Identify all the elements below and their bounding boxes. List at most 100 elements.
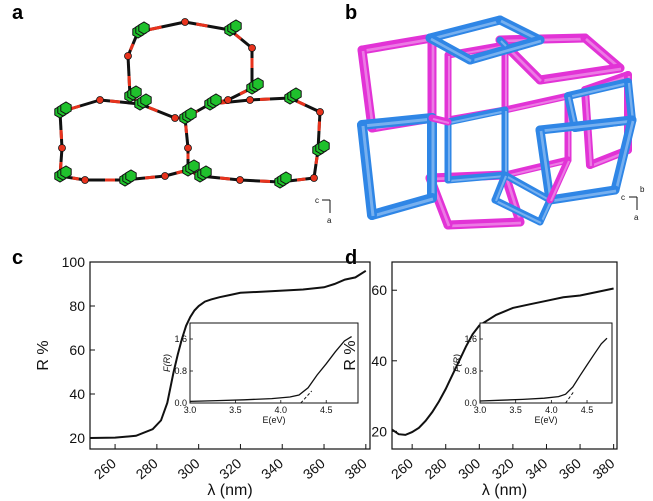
aromatic-ring-a (224, 23, 236, 37)
inset-x-tick-label: 4.5 (320, 405, 333, 415)
metal-node-a (246, 96, 254, 104)
net-edge-b (357, 33, 437, 55)
inset-y-axis-label: F(R) (452, 354, 462, 372)
net-edge-highlight-b (430, 37, 472, 63)
framework-bond-oxygen-a (176, 170, 183, 175)
metal-node-a (224, 96, 232, 104)
net-edge-highlight-b (505, 159, 570, 178)
framework-bond-oxygen-a (259, 97, 271, 101)
net-edge-highlight-b (448, 44, 507, 58)
net-edge-highlight-b (627, 82, 635, 122)
panel-letter-c: c (12, 247, 24, 269)
aromatic-ring-a (246, 81, 258, 95)
inset-y-tick-label: 0.0 (464, 398, 477, 408)
net-edge-b (491, 171, 509, 204)
aromatic-ring-a (318, 139, 330, 153)
framework-bond-oxygen-a (193, 171, 198, 176)
net-edge-highlight-b (540, 119, 634, 133)
x-tick-label: 320 (489, 455, 517, 482)
aromatic-ring-a (57, 167, 69, 181)
aromatic-ring-a (124, 89, 136, 103)
metal-node-a (248, 44, 256, 52)
net-edge-highlight-b (361, 50, 375, 130)
net-edge-b (610, 115, 637, 195)
net-edge-b (581, 86, 594, 169)
net-edge-b (536, 196, 554, 226)
framework-bond-oxygen-a (149, 25, 162, 31)
panel-letter-b: b (345, 2, 358, 24)
net-edge-b (425, 173, 453, 230)
metal-node-a (124, 52, 132, 60)
net-edge-highlight-b (550, 189, 617, 203)
inset-x-axis-label: E(eV) (534, 415, 557, 425)
net-edge-b (443, 217, 525, 230)
aromatic-ring-a (200, 165, 212, 179)
metal-node-a (236, 176, 244, 184)
inset-x-tick-label: 4.5 (581, 405, 594, 415)
plot-frame (391, 261, 618, 450)
net-edge-b (444, 171, 509, 184)
net-edge-highlight-b (585, 37, 622, 71)
net-edge-b (564, 78, 632, 100)
aromatic-ring-a (182, 109, 194, 123)
y-tick-label: 100 (62, 254, 86, 270)
net-edge-highlight-b (432, 117, 450, 125)
topology-framework-b (357, 15, 637, 230)
framework-bond-a (126, 55, 132, 97)
metal-node-a (161, 172, 169, 180)
framework-bond-oxygen-a (239, 89, 247, 96)
x-axis-label: λ (nm) (207, 482, 252, 499)
reflectance-curve (391, 287, 614, 436)
framework-bond-a (249, 96, 291, 102)
aromatic-ring-a (179, 111, 191, 125)
y-axis-label: R % (35, 340, 52, 370)
aromatic-ring-a (287, 89, 299, 103)
framework-bond-oxygen-a (59, 129, 63, 140)
net-edge-highlight-b (550, 160, 570, 202)
aromatic-ring-a (274, 175, 286, 189)
y-axis-label: R % (342, 340, 359, 370)
x-tick-label: 380 (589, 455, 617, 482)
x-tick-label: 360 (300, 455, 328, 482)
framework-bond-a (184, 102, 211, 120)
net-edge-highlight-b (372, 197, 434, 218)
aromatic-ring-a (227, 21, 239, 35)
net-edge-b (495, 35, 545, 85)
inset-frame (479, 322, 613, 404)
framework-bond-oxygen-a (314, 156, 319, 165)
aromatic-ring-a (127, 87, 139, 101)
axis-indicator-a: c a (315, 196, 332, 225)
plot-frame (89, 261, 371, 450)
axis-label-b-v: a (634, 213, 639, 222)
framework-bond-a (137, 20, 186, 34)
aromatic-ring-a (204, 97, 216, 111)
x-tick-label: 300 (455, 455, 483, 482)
net-edge-b (571, 116, 636, 132)
x-axis-label: λ (nm) (482, 482, 527, 499)
net-edge-highlight-b (584, 90, 593, 167)
aromatic-ring-a (137, 95, 149, 109)
aromatic-ring-a (284, 91, 296, 105)
y-tick-label: 80 (69, 298, 85, 314)
aromatic-ring-a (130, 85, 142, 99)
aromatic-ring-a (188, 159, 200, 173)
net-edge-highlight-b (430, 19, 502, 41)
x-tick-label: 300 (174, 455, 202, 482)
aromatic-ring-a (230, 19, 242, 33)
net-edge-b (444, 106, 509, 124)
aromatic-ring-a (185, 161, 197, 175)
net-edge-b (535, 115, 637, 135)
x-tick-label: 360 (556, 455, 584, 482)
axis-label-b-top: b (640, 185, 645, 194)
framework-bond-oxygen-a (72, 176, 79, 181)
net-edge-b (357, 120, 377, 220)
net-edge-highlight-b (448, 174, 507, 183)
framework-bond-a (229, 28, 253, 50)
x-tick-label: 280 (133, 455, 161, 482)
inset-curve (479, 337, 608, 402)
inset-fit-line (565, 390, 575, 404)
net-edge-highlight-b (567, 96, 578, 130)
framework-bond-a (58, 147, 64, 177)
net-edge-b (491, 196, 544, 226)
framework-bond-a (209, 98, 251, 106)
